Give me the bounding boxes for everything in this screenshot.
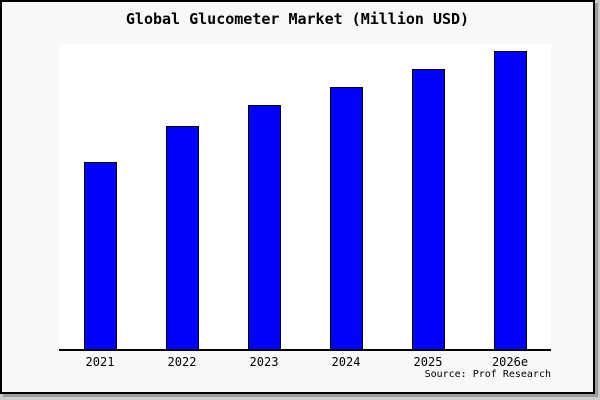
x-tick-label-2024: 2024 — [331, 355, 361, 369]
bar-2021 — [83, 162, 117, 351]
x-tick-label-2026e: 2026e — [491, 355, 529, 369]
bar-2022 — [165, 126, 199, 351]
bar-2025 — [411, 69, 445, 351]
plot-area — [59, 44, 551, 351]
x-tick-label-2023: 2023 — [249, 355, 279, 369]
chart-title: Global Glucometer Market (Million USD) — [125, 10, 470, 28]
chart-frame: Global Glucometer Market (Million USD) 2… — [0, 0, 595, 394]
x-axis-line — [59, 349, 551, 351]
x-tick-label-2021: 2021 — [85, 355, 115, 369]
bar-2026e — [493, 51, 527, 351]
x-tick-label-2022: 2022 — [167, 355, 197, 369]
bar-2023 — [247, 105, 281, 351]
x-tick-label-2025: 2025 — [413, 355, 443, 369]
bar-2024 — [329, 87, 363, 351]
source-note: Source: Prof Research — [424, 369, 551, 380]
